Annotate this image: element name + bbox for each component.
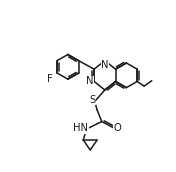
Text: N: N: [86, 77, 94, 87]
Text: F: F: [46, 74, 52, 84]
Text: HN: HN: [73, 123, 89, 133]
Text: N: N: [101, 60, 109, 70]
Text: S: S: [89, 95, 96, 105]
Text: O: O: [113, 123, 121, 133]
